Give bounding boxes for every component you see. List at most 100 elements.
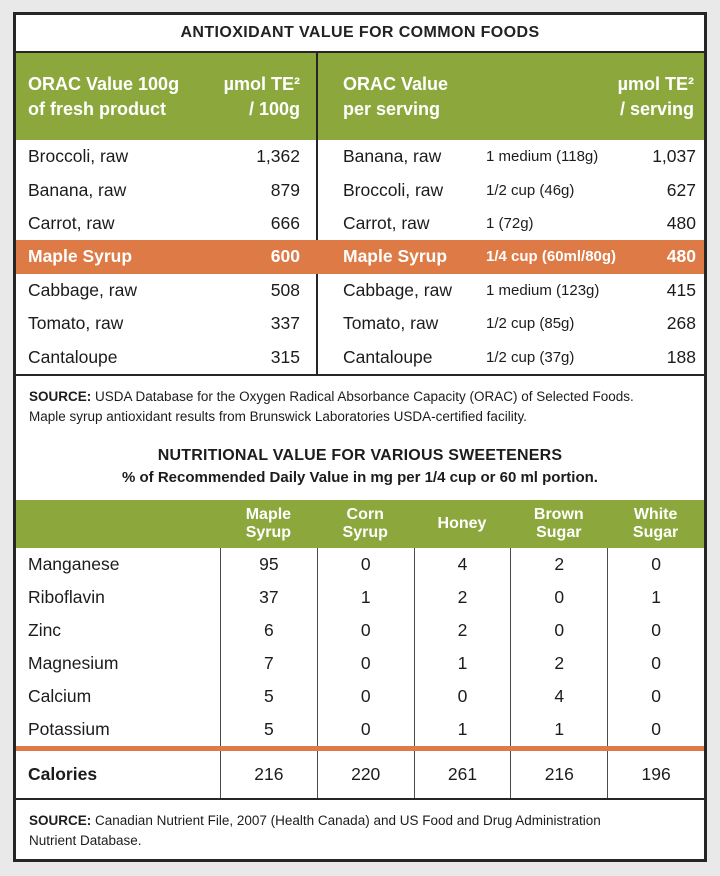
serving-size: 1 (72g): [486, 214, 534, 232]
orange-divider-rule: [16, 745, 704, 751]
source-text: Canadian Nutrient File, 2007 (Health Can…: [29, 812, 601, 848]
sweeteners-table-title: NUTRITIONAL VALUE FOR VARIOUS SWEETENERS: [157, 446, 563, 464]
orac-row-banana: Banana, raw 879 Broccoli, raw 1/2 cup (4…: [16, 173, 704, 207]
sweeteners-table-subtitle: % of Recommended Daily Value in mg per 1…: [122, 468, 598, 486]
food-name: Tomato, raw: [28, 313, 124, 334]
orac-value: 627: [666, 179, 696, 200]
nutrient-row-manganese: Manganese 95 0 4 2 0: [16, 547, 704, 581]
value-cell: 5: [220, 712, 317, 746]
orac-100g-header-label: ORAC Value 100g of fresh product: [28, 74, 180, 119]
antioxidant-table-title: ANTIOXIDANT VALUE FOR COMMON FOODS: [16, 15, 704, 53]
value-cell: 0: [510, 580, 607, 614]
value-cell: 0: [607, 613, 704, 647]
orac-value: 315: [270, 346, 300, 367]
value-cell: 6: [220, 613, 317, 647]
orac-row-broccoli: Broccoli, raw 1,362 Banana, raw 1 medium…: [16, 140, 704, 174]
food-name: Broccoli, raw: [28, 146, 129, 167]
serving-size: 1/2 cup (37g): [486, 348, 575, 366]
nutrition-infographic: ANTIOXIDANT VALUE FOR COMMON FOODS ORAC …: [13, 12, 707, 862]
source-text: USDA Database for the Oxygen Radical Abs…: [29, 388, 634, 424]
serving-size: 1/2 cup (85g): [486, 315, 575, 333]
orac-header-per-serving: ORAC Value per serving µmol TE² / servin…: [318, 53, 704, 140]
value-cell: 2: [510, 547, 607, 581]
sweeteners-table-body: Manganese 95 0 4 2 0 Riboflavin 37 1 2 0…: [16, 547, 704, 746]
serving-size: 1 medium (123g): [486, 281, 600, 299]
value-cell: 0: [316, 679, 414, 713]
food-name: Cabbage, raw: [28, 279, 137, 300]
nutrient-row-calcium: Calcium 5 0 0 4 0: [16, 679, 704, 713]
serving-size: 1/2 cup (46g): [486, 181, 575, 199]
orac-serving-unit-label: µmol TE² / serving: [617, 74, 694, 119]
value-cell: 5: [220, 679, 317, 713]
orac-header: ORAC Value 100g of fresh product µmol TE…: [16, 53, 704, 140]
antioxidant-source-note: SOURCE: USDA Database for the Oxygen Rad…: [16, 376, 704, 440]
value-cell: 2: [510, 646, 607, 680]
calories-row: Calories 216 220 261 216 196: [16, 750, 704, 800]
food-name: Cantaloupe: [28, 346, 118, 367]
column-honey: Honey: [437, 514, 487, 532]
value-cell: 220: [316, 750, 414, 798]
food-name: Cabbage, raw: [343, 279, 452, 300]
value-cell: 0: [607, 712, 704, 746]
orac-value: 188: [666, 346, 696, 367]
nutrient-name: Riboflavin: [28, 586, 105, 607]
value-cell: 0: [510, 613, 607, 647]
orac-value: 600: [270, 246, 300, 267]
value-cell: 196: [607, 750, 704, 798]
food-name: Broccoli, raw: [343, 179, 444, 200]
value-cell: 2: [413, 613, 511, 647]
column-white-sugar: White Sugar: [632, 506, 679, 541]
nutrient-row-potassium: Potassium 5 0 1 1 0: [16, 712, 704, 746]
value-cell: 0: [316, 646, 414, 680]
column-maple-syrup: Maple Syrup: [245, 506, 292, 541]
orac-value: 1,362: [256, 146, 300, 167]
value-cell: 1: [413, 712, 511, 746]
value-cell: 0: [607, 547, 704, 581]
nutrient-name: Calcium: [28, 685, 92, 706]
column-brown-sugar: Brown Sugar: [533, 506, 584, 541]
sweeteners-column-header: Maple Syrup Corn Syrup Honey Brown Sugar…: [16, 499, 704, 548]
source-label: SOURCE:: [29, 812, 92, 828]
orac-value: 508: [270, 279, 300, 300]
food-name: Banana, raw: [28, 179, 127, 200]
nutrient-name: Zinc: [28, 619, 62, 640]
food-name: Maple Syrup: [28, 246, 133, 267]
food-name: Carrot, raw: [343, 212, 430, 233]
orac-value: 337: [270, 313, 300, 334]
value-cell: 0: [607, 679, 704, 713]
value-cell: 2: [413, 580, 511, 614]
sweeteners-heading: NUTRITIONAL VALUE FOR VARIOUS SWEETENERS…: [16, 440, 704, 500]
orac-row-maple-syrup-highlighted: Maple Syrup 600 Maple Syrup 1/4 cup (60m…: [16, 240, 704, 274]
value-cell: 95: [220, 547, 317, 581]
food-name: Cantaloupe: [343, 346, 433, 367]
orac-value: 666: [270, 212, 300, 233]
orac-row-carrot: Carrot, raw 666 Carrot, raw 1 (72g) 480: [16, 206, 704, 241]
nutrient-row-riboflavin: Riboflavin 37 1 2 0 1: [16, 580, 704, 614]
orac-value: 480: [666, 246, 696, 267]
value-cell: 7: [220, 646, 317, 680]
value-cell: 216: [510, 750, 607, 798]
value-cell: 0: [607, 646, 704, 680]
nutrient-name: Magnesium: [28, 652, 119, 673]
food-name: Tomato, raw: [343, 313, 439, 334]
value-cell: 0: [316, 712, 414, 746]
value-cell: 1: [510, 712, 607, 746]
nutrient-name: Manganese: [28, 553, 120, 574]
value-cell: 261: [413, 750, 511, 798]
value-cell: 0: [413, 679, 511, 713]
value-cell: 37: [220, 580, 317, 614]
source-label: SOURCE:: [29, 388, 92, 404]
orac-row-cabbage: Cabbage, raw 508 Cabbage, raw 1 medium (…: [16, 273, 704, 307]
value-cell: 0: [316, 547, 414, 581]
value-cell: 216: [220, 750, 317, 798]
header-spacer: [16, 500, 220, 548]
calories-label: Calories: [28, 763, 98, 784]
nutrient-row-magnesium: Magnesium 7 0 1 2 0: [16, 646, 704, 680]
column-corn-syrup: Corn Syrup: [342, 506, 388, 541]
orac-value: 480: [666, 212, 696, 233]
nutrient-name: Potassium: [28, 718, 110, 739]
orac-value: 1,037: [652, 146, 696, 167]
orac-value: 415: [666, 279, 696, 300]
food-name: Carrot, raw: [28, 212, 115, 233]
sweeteners-source-note: SOURCE: Canadian Nutrient File, 2007 (He…: [16, 800, 704, 859]
